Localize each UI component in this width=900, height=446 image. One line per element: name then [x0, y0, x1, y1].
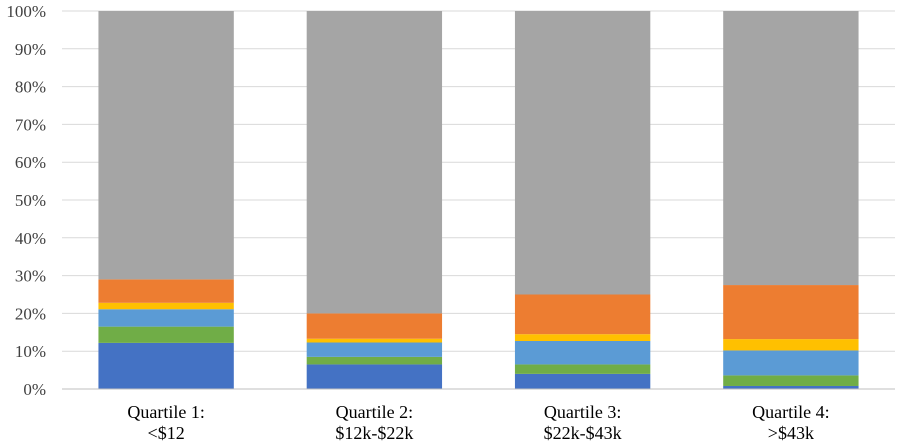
x-tick-label-line: Quartile 2:: [336, 402, 413, 422]
bar-segment: [98, 309, 234, 327]
x-tick-label: Quartile 1: <$12: [127, 402, 204, 443]
x-tick-label: Quartile 3: $22k-$43k: [544, 402, 622, 443]
bar-segment: [723, 350, 859, 376]
bars: [98, 11, 859, 389]
x-tick-label-line: <$12: [148, 423, 185, 443]
bar-segment: [306, 11, 443, 314]
bar-segment: [306, 338, 443, 343]
bar-segment: [514, 373, 651, 389]
bar-segment: [514, 364, 651, 374]
y-tick-label: 0%: [23, 380, 46, 399]
bar-stack: [514, 11, 651, 389]
x-tick-label: Quartile 2: $12k-$22k: [335, 402, 413, 443]
bar-segment: [306, 356, 443, 365]
y-tick-label: 50%: [15, 191, 46, 210]
bar-segment: [514, 294, 651, 335]
x-tick-label-line: Quartile 4:: [752, 402, 829, 422]
bar-segment: [723, 385, 859, 389]
bar-segment: [723, 375, 859, 386]
y-tick-label: 80%: [15, 78, 46, 97]
y-tick-label: 30%: [15, 267, 46, 286]
x-tick-label-line: >$43k: [768, 423, 814, 443]
y-tick-label: 10%: [15, 342, 46, 361]
bar-stack: [306, 11, 443, 389]
y-tick-label: 40%: [15, 229, 46, 248]
x-tick-label-line: Quartile 3:: [544, 402, 621, 422]
y-axis: 0% 10% 20% 30% 40% 50% 60% 70% 80% 90% 100%: [6, 2, 46, 399]
y-tick-label: 70%: [15, 115, 46, 134]
bar-segment: [98, 342, 234, 389]
bar-segment: [723, 11, 859, 286]
bar-segment: [306, 364, 443, 389]
y-tick-label: 90%: [15, 40, 46, 59]
bar-segment: [514, 340, 651, 365]
bar-segment: [98, 302, 234, 310]
bar-segment: [306, 342, 443, 357]
x-tick-label-line: $22k-$43k: [544, 423, 622, 443]
bar-segment: [98, 326, 234, 343]
bar-segment: [98, 11, 234, 280]
bar-segment: [514, 334, 651, 341]
y-tick-label: 60%: [15, 153, 46, 172]
x-tick-label-line: Quartile 1:: [127, 402, 204, 422]
x-tick-label-line: $12k-$22k: [335, 423, 413, 443]
bar-segment: [98, 279, 234, 303]
x-tick-label: Quartile 4: >$43k: [752, 402, 829, 443]
bar-segment: [514, 11, 651, 295]
bar-stack: [98, 11, 234, 389]
bar-segment: [723, 285, 859, 340]
bar-segment: [723, 339, 859, 351]
bar-stack: [723, 11, 859, 389]
y-tick-label: 100%: [6, 2, 46, 21]
bar-segment: [306, 313, 443, 339]
y-tick-label: 20%: [15, 304, 46, 323]
